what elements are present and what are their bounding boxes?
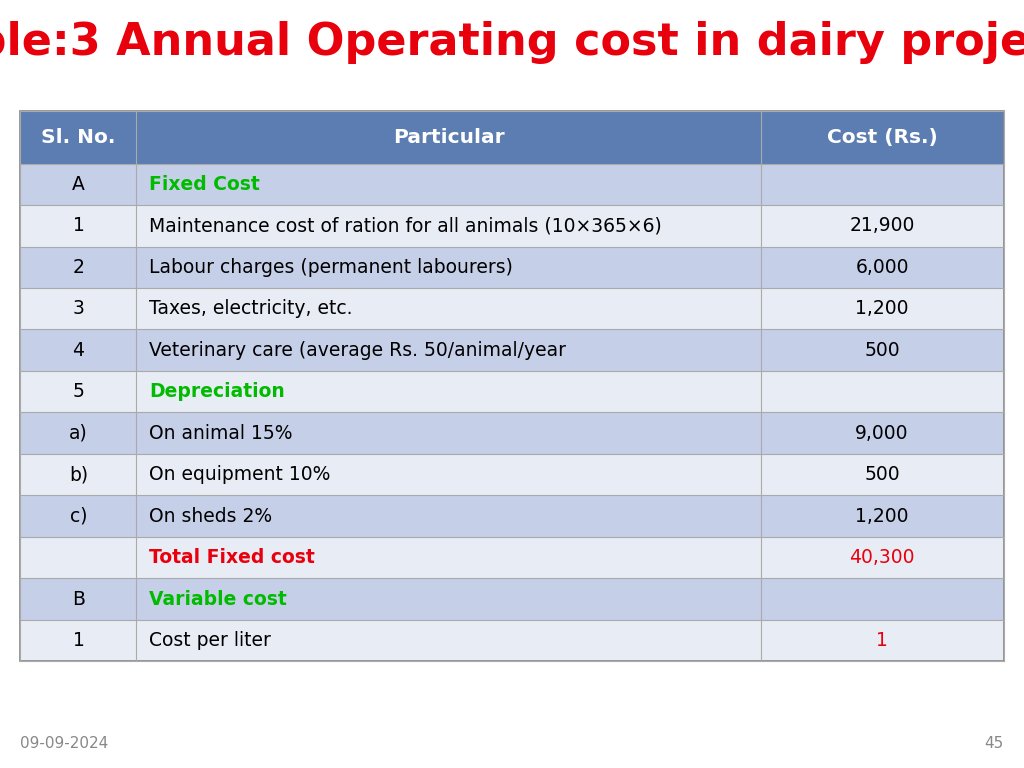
Text: Fixed Cost: Fixed Cost bbox=[148, 175, 259, 194]
Text: b): b) bbox=[69, 465, 88, 484]
Text: Variable cost: Variable cost bbox=[148, 590, 287, 608]
Bar bbox=[136, 495, 761, 537]
Bar bbox=[20, 371, 136, 412]
Bar bbox=[20, 412, 136, 454]
Bar bbox=[136, 288, 761, 329]
Bar bbox=[136, 454, 761, 495]
Text: 500: 500 bbox=[864, 341, 900, 359]
Text: On sheds 2%: On sheds 2% bbox=[148, 507, 272, 525]
Bar bbox=[20, 454, 136, 495]
Bar bbox=[761, 288, 1004, 329]
Text: 4: 4 bbox=[73, 341, 84, 359]
Bar bbox=[20, 537, 136, 578]
Bar bbox=[761, 578, 1004, 620]
Text: 1: 1 bbox=[877, 631, 888, 650]
Text: Taxes, electricity, etc.: Taxes, electricity, etc. bbox=[148, 300, 352, 318]
Text: 1,200: 1,200 bbox=[855, 507, 909, 525]
Bar bbox=[761, 371, 1004, 412]
Bar bbox=[761, 111, 1004, 164]
Text: 1: 1 bbox=[73, 217, 84, 235]
Bar bbox=[136, 578, 761, 620]
Bar bbox=[20, 164, 136, 205]
Bar bbox=[20, 578, 136, 620]
Bar bbox=[761, 412, 1004, 454]
Bar bbox=[136, 412, 761, 454]
Bar bbox=[20, 205, 136, 247]
Text: 1: 1 bbox=[73, 631, 84, 650]
Text: 500: 500 bbox=[864, 465, 900, 484]
Bar bbox=[136, 620, 761, 661]
Text: Sl. No.: Sl. No. bbox=[41, 128, 116, 147]
Bar bbox=[136, 205, 761, 247]
Bar bbox=[761, 247, 1004, 288]
Bar bbox=[761, 620, 1004, 661]
Bar bbox=[136, 164, 761, 205]
Bar bbox=[136, 371, 761, 412]
Text: B: B bbox=[72, 590, 85, 608]
Text: Labour charges (permanent labourers): Labour charges (permanent labourers) bbox=[148, 258, 513, 276]
Bar bbox=[20, 111, 136, 164]
Text: Veterinary care (average Rs. 50/animal/year: Veterinary care (average Rs. 50/animal/y… bbox=[148, 341, 566, 359]
Bar bbox=[761, 205, 1004, 247]
Text: Depreciation: Depreciation bbox=[148, 382, 285, 401]
Bar bbox=[761, 164, 1004, 205]
Text: Maintenance cost of ration for all animals (10×365×6): Maintenance cost of ration for all anima… bbox=[148, 217, 662, 235]
Text: Cost per liter: Cost per liter bbox=[148, 631, 270, 650]
Text: A: A bbox=[72, 175, 85, 194]
Text: 09-09-2024: 09-09-2024 bbox=[20, 736, 109, 751]
Bar bbox=[20, 247, 136, 288]
Text: Total Fixed cost: Total Fixed cost bbox=[148, 548, 314, 567]
Text: c): c) bbox=[70, 507, 87, 525]
Text: 2: 2 bbox=[73, 258, 84, 276]
Text: On animal 15%: On animal 15% bbox=[148, 424, 292, 442]
Bar bbox=[20, 620, 136, 661]
Text: 21,900: 21,900 bbox=[850, 217, 914, 235]
Bar bbox=[136, 111, 761, 164]
Text: Particular: Particular bbox=[393, 128, 505, 147]
Bar bbox=[761, 537, 1004, 578]
Text: 3: 3 bbox=[73, 300, 84, 318]
Text: 6,000: 6,000 bbox=[855, 258, 909, 276]
Bar bbox=[20, 111, 1004, 661]
Bar bbox=[761, 329, 1004, 371]
Bar bbox=[761, 454, 1004, 495]
Bar bbox=[136, 537, 761, 578]
Bar bbox=[136, 329, 761, 371]
Text: Table:3 Annual Operating cost in dairy projects: Table:3 Annual Operating cost in dairy p… bbox=[0, 21, 1024, 64]
Text: 5: 5 bbox=[73, 382, 84, 401]
Text: 45: 45 bbox=[984, 736, 1004, 751]
Text: On equipment 10%: On equipment 10% bbox=[148, 465, 330, 484]
Text: a): a) bbox=[69, 424, 88, 442]
Text: 40,300: 40,300 bbox=[849, 548, 914, 567]
Text: Cost (Rs.): Cost (Rs.) bbox=[826, 128, 938, 147]
Bar bbox=[136, 247, 761, 288]
Bar bbox=[761, 495, 1004, 537]
Bar bbox=[20, 495, 136, 537]
Bar bbox=[20, 288, 136, 329]
Text: 9,000: 9,000 bbox=[855, 424, 909, 442]
Bar bbox=[20, 329, 136, 371]
Text: 1,200: 1,200 bbox=[855, 300, 909, 318]
